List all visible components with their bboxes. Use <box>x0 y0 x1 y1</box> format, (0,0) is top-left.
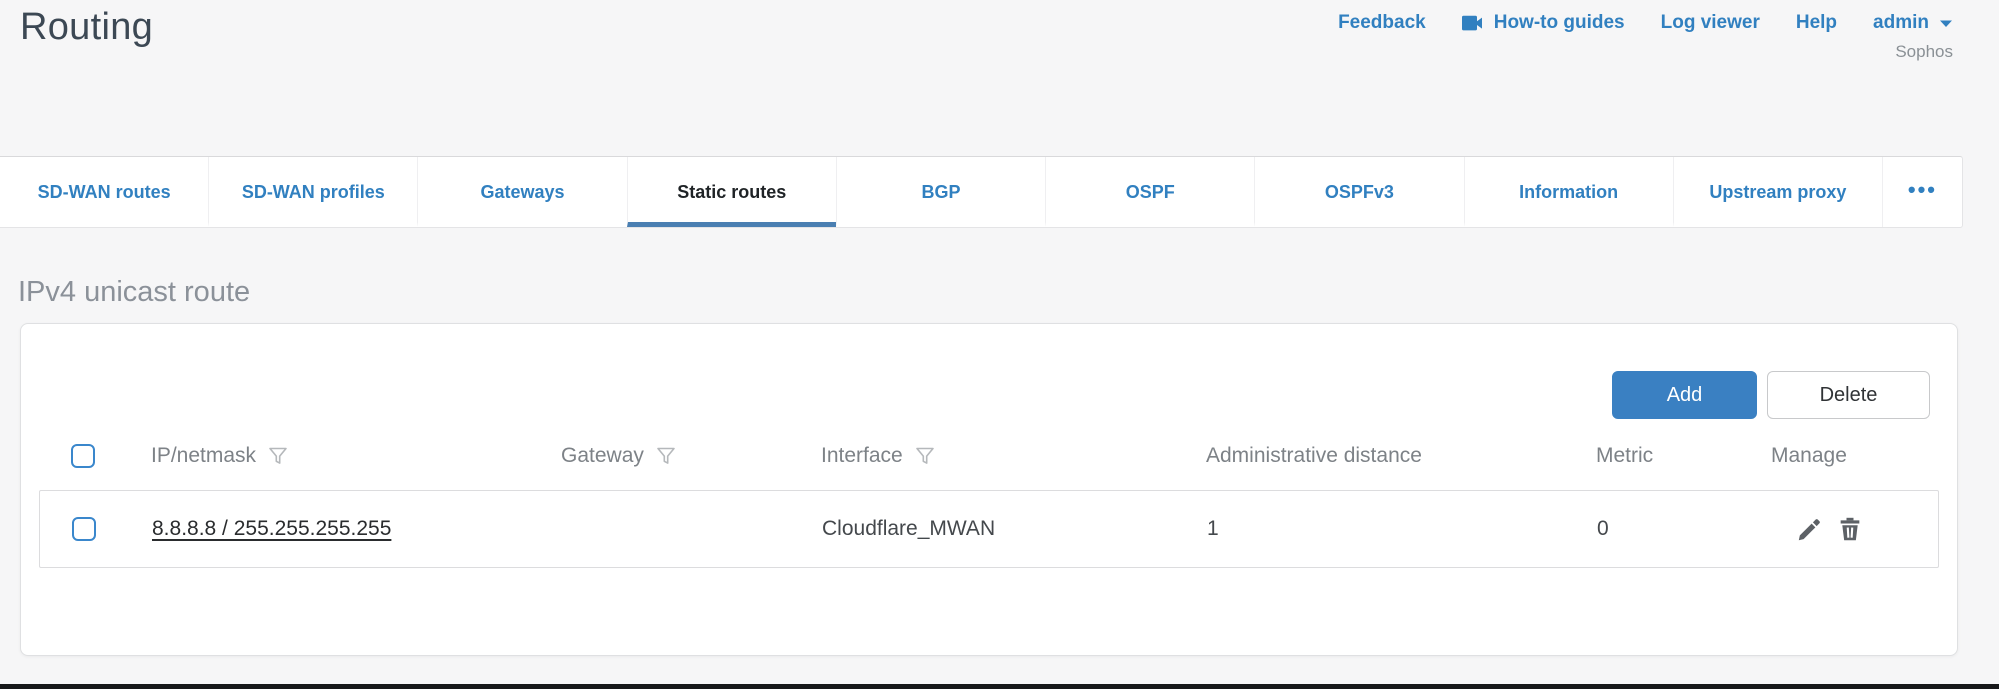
column-header-gateway: Gateway <box>561 444 644 467</box>
route-interface-value: Cloudflare_MWAN <box>822 517 996 540</box>
column-header-administrative-distance: Administrative distance <box>1206 444 1422 467</box>
tab-sd-wan-profiles[interactable]: SD-WAN profiles <box>208 157 417 227</box>
route-administrative-distance-value: 1 <box>1207 517 1219 540</box>
delete-button[interactable]: Delete <box>1767 371 1930 419</box>
route-ip-netmask-link[interactable]: 8.8.8.8 / 255.255.255.255 <box>152 517 392 540</box>
filter-icon[interactable] <box>654 444 678 468</box>
column-header-manage: Manage <box>1771 444 1847 467</box>
column-header-interface: Interface <box>821 444 903 467</box>
tab-overflow-ellipsis-icon[interactable]: ••• <box>1881 157 1962 227</box>
column-header-ip-netmask: IP/netmask <box>151 444 257 467</box>
table-row: 8.8.8.8 / 255.255.255.255 Cloudflare_MWA… <box>39 490 1939 568</box>
filter-icon[interactable] <box>913 444 937 468</box>
add-button[interactable]: Add <box>1612 371 1757 419</box>
tab-static-routes[interactable]: Static routes <box>626 157 836 227</box>
panel-actions: Add Delete <box>1612 371 1930 419</box>
edit-route-button[interactable] <box>1796 515 1824 543</box>
howto-guides-label: How-to guides <box>1493 12 1625 33</box>
header-nav: Feedback How-to guides Log viewer Help a… <box>1338 12 1953 34</box>
help-link[interactable]: Help <box>1795 12 1838 33</box>
window-bottom-edge <box>0 684 1999 689</box>
video-camera-icon <box>1461 14 1486 32</box>
table-header-row: IP/netmask Gateway Interface Administrat… <box>39 428 1939 484</box>
chevron-down-icon <box>1939 12 1953 34</box>
tab-upstream-proxy[interactable]: Upstream proxy <box>1672 157 1882 227</box>
pencil-icon <box>1796 515 1824 543</box>
log-viewer-link[interactable]: Log viewer <box>1660 12 1760 33</box>
feedback-link[interactable]: Feedback <box>1338 12 1426 33</box>
section-title: IPv4 unicast route <box>18 276 251 308</box>
tab-gateways[interactable]: Gateways <box>417 157 626 227</box>
tab-information[interactable]: Information <box>1463 157 1673 227</box>
user-menu[interactable]: admin <box>1873 12 1953 34</box>
page-title: Routing <box>20 6 154 48</box>
delete-route-button[interactable] <box>1836 515 1864 543</box>
howto-guides-link[interactable]: How-to guides <box>1461 12 1625 34</box>
filter-icon[interactable] <box>266 444 290 468</box>
column-header-metric: Metric <box>1596 444 1654 467</box>
tab-sd-wan-routes[interactable]: SD-WAN routes <box>37 181 171 202</box>
tab-ospfv3[interactable]: OSPFv3 <box>1254 157 1463 227</box>
user-menu-label: admin <box>1873 12 1929 33</box>
select-all-checkbox[interactable] <box>71 444 95 468</box>
ipv4-unicast-route-panel: Add Delete IP/netmask Gateway Interface … <box>20 323 1958 656</box>
tab-ospf[interactable]: OSPF <box>1045 157 1254 227</box>
brand-label: Sophos <box>1895 42 1953 61</box>
route-metric-value: 0 <box>1597 517 1609 540</box>
trash-icon <box>1836 515 1864 543</box>
row-checkbox[interactable] <box>72 517 96 541</box>
tab-bgp[interactable]: BGP <box>835 157 1045 227</box>
routing-tab-bar: SD-WAN routes SD-WAN profiles Gateways S… <box>0 156 1963 228</box>
